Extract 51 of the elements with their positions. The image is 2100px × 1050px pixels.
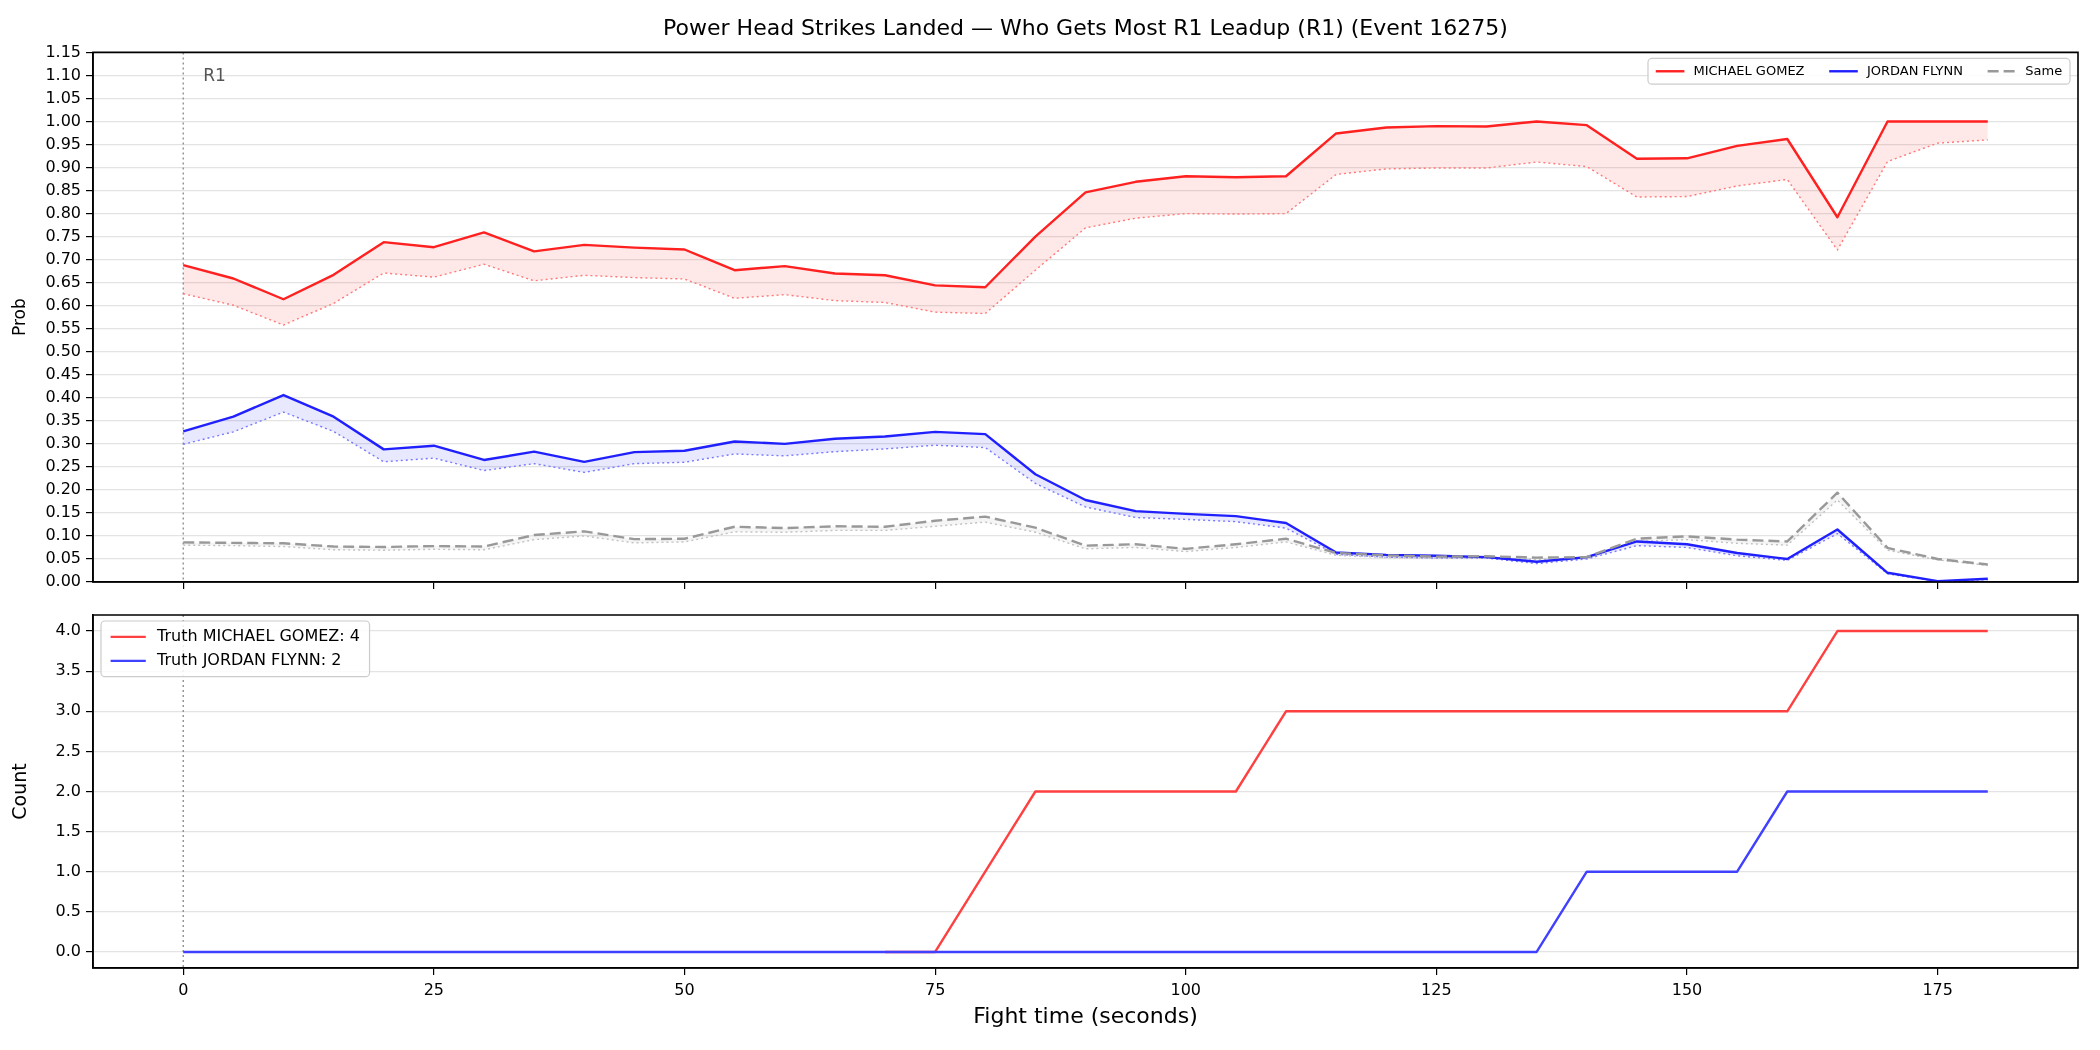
y-tick-label: 0.0 — [55, 941, 81, 961]
y-tick-label: 1.5 — [55, 820, 81, 840]
x-tick-label: 125 — [1421, 979, 1452, 999]
y-tick-label: 0.10 — [45, 525, 81, 545]
y-tick-label: 0.50 — [45, 340, 81, 360]
x-tick-label: 75 — [924, 979, 946, 999]
y-tick-label: 0.95 — [45, 133, 81, 153]
y-tick-label: 0.05 — [45, 548, 81, 568]
legend-label: Same — [2025, 62, 2063, 78]
x-tick-label: 0 — [178, 979, 189, 999]
y-tick-label: 0.60 — [45, 294, 81, 314]
y-tick-label: 0.45 — [45, 363, 81, 383]
x-tick-label: 100 — [1170, 979, 1202, 999]
chart-title: Power Head Strikes Landed — Who Gets Most R1 Leadup (R1) (Event 16275) — [663, 14, 1508, 40]
y-tick-label: 1.0 — [55, 860, 81, 880]
y-axis-title: Count — [8, 763, 31, 820]
x-tick-label: 50 — [674, 979, 695, 999]
x-tick-label: 175 — [1922, 979, 1953, 999]
y-tick-label: 0.15 — [45, 502, 81, 522]
legend-label: Truth JORDAN FLYNN: 2 — [156, 650, 342, 669]
legend-label: MICHAEL GOMEZ — [1693, 62, 1805, 78]
legend-label: JORDAN FLYNN — [1865, 62, 1963, 78]
y-tick-label: 0.80 — [45, 202, 81, 222]
y-tick-label: 0.20 — [45, 479, 81, 499]
y-tick-label: 2.0 — [55, 780, 81, 800]
legend-label: Truth MICHAEL GOMEZ: 4 — [156, 626, 360, 645]
y-tick-label: 3.0 — [55, 700, 81, 720]
y-tick-label: 0.30 — [45, 433, 81, 452]
y-tick-label: 0.40 — [45, 386, 81, 406]
y-tick-label: 0.65 — [45, 271, 81, 291]
x-tick-label: 25 — [423, 979, 445, 999]
y-tick-label: 0.55 — [45, 317, 81, 337]
y-tick-label: 0.90 — [45, 156, 81, 176]
y-tick-label: 1.10 — [45, 64, 81, 84]
y-tick-label: 1.05 — [45, 87, 81, 107]
y-tick-label: 0.00 — [45, 571, 81, 591]
y-tick-label: 0.70 — [45, 248, 81, 268]
y-tick-label: 1.15 — [45, 41, 81, 61]
y-tick-label: 0.35 — [45, 409, 81, 429]
y-tick-label: 3.5 — [55, 660, 81, 680]
x-axis-title: Fight time (seconds) — [973, 1002, 1198, 1028]
y-tick-label: 0.25 — [45, 456, 81, 476]
y-tick-label: 2.5 — [55, 740, 81, 760]
ref-line-label: R1 — [203, 64, 226, 85]
y-tick-label: 0.85 — [45, 179, 81, 199]
y-tick-label: 4.0 — [55, 620, 81, 640]
y-axis-title: Prob — [8, 298, 29, 337]
y-tick-label: 1.00 — [45, 110, 81, 130]
x-tick-label: 150 — [1671, 979, 1703, 999]
y-tick-label: 0.5 — [55, 901, 81, 920]
y-tick-label: 0.75 — [45, 225, 81, 245]
